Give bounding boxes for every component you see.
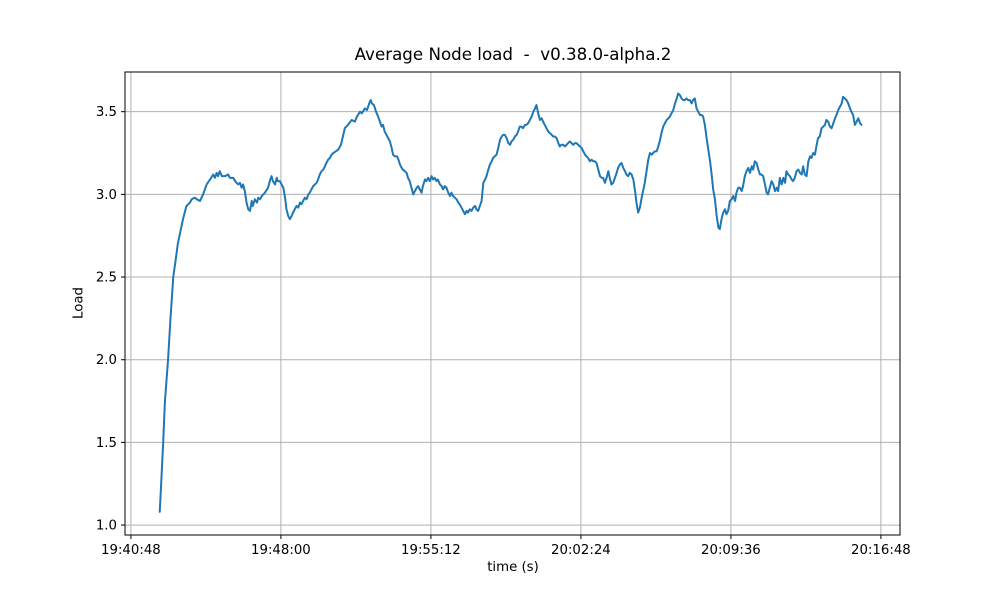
chart-title: Average Node load - v0.38.0-alpha.2 [354,44,672,64]
y-tick-label: 1.5 [96,436,117,451]
x-axis-label: time (s) [487,560,539,575]
x-tick-label: 19:55:12 [401,543,461,558]
y-tick-label: 3.5 [96,105,117,120]
x-tick-label: 19:48:00 [251,543,311,558]
y-tick-label: 3.0 [96,188,117,203]
x-tick-label: 19:40:48 [101,543,161,558]
y-axis-label: Load [71,287,87,319]
y-tick-label: 2.5 [96,271,117,286]
plot-border [124,71,901,536]
y-tick-label: 1.0 [96,519,117,534]
load-series-line [158,92,863,513]
x-tick-label: 20:02:24 [551,543,611,558]
y-tick-label: 2.0 [96,353,117,368]
x-tick-label: 20:09:36 [701,543,761,558]
x-tick-label: 20:16:48 [851,543,911,558]
